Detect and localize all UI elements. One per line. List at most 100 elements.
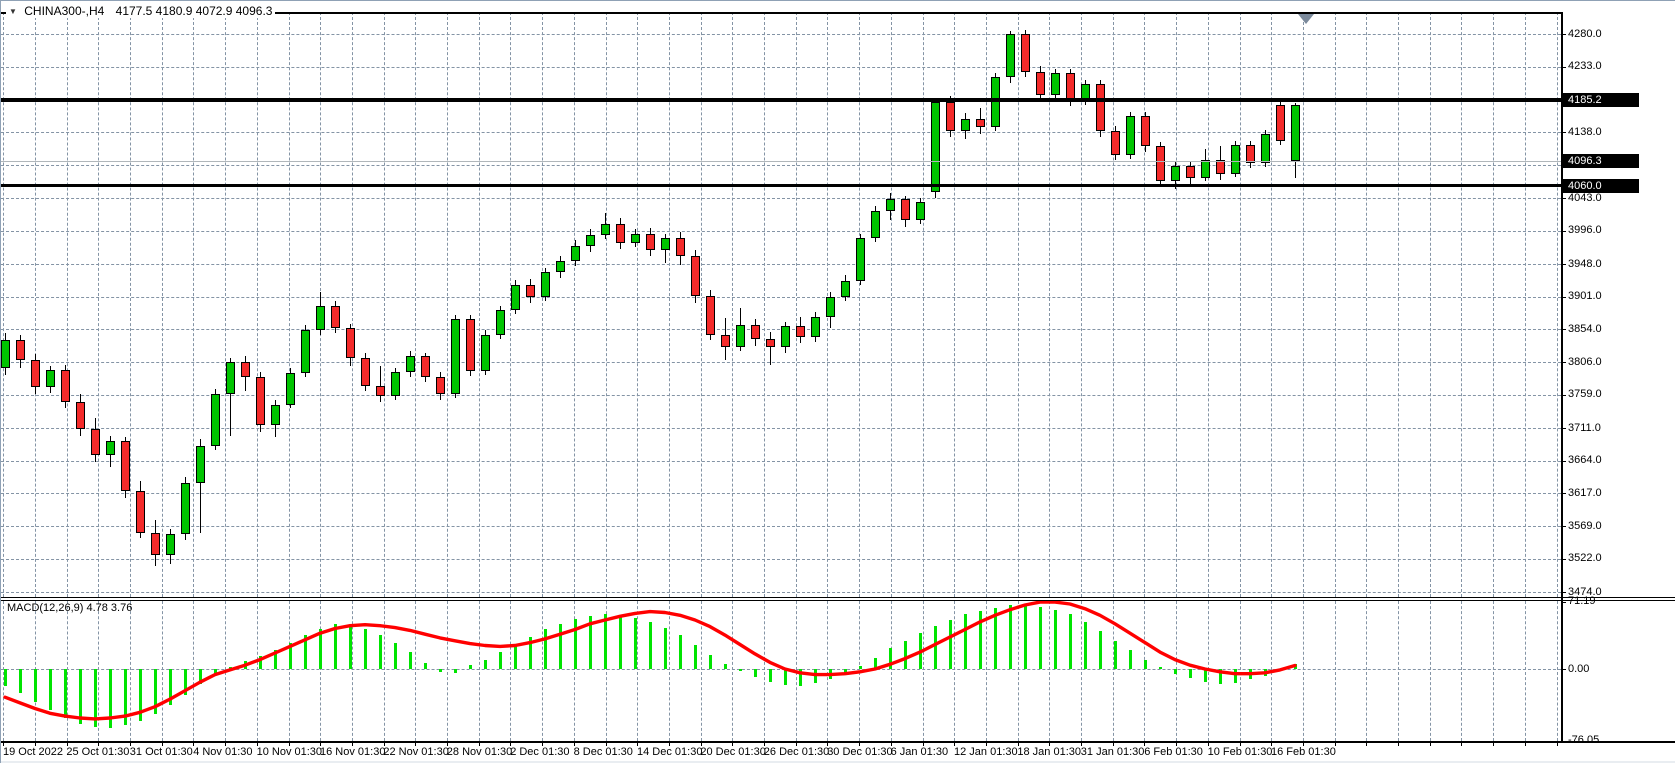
time-tick [668,742,670,746]
macd-histogram-bar [1128,650,1132,669]
macd-histogram-bar [18,669,22,694]
gridline [3,12,5,597]
price-tick [1561,526,1566,528]
candlestick [555,261,565,273]
gridline [1112,601,1114,741]
macd-histogram-bar [363,629,367,669]
gridline [1049,12,1051,597]
macd-histogram-bar [873,657,877,669]
price-tick [1561,592,1566,594]
gridline [1081,12,1082,597]
candlestick [1245,144,1255,163]
macd-histogram-bar [693,644,697,669]
candlestick [15,340,25,360]
chart-shift-marker-icon[interactable] [1298,14,1314,24]
candlestick [1200,160,1210,179]
price-tick [1561,394,1566,396]
price-tick-label: 3664.0 [1568,454,1602,467]
time-tick [1366,742,1368,746]
time-tick [637,742,639,746]
candlestick [210,394,220,447]
gridline [1,493,1561,495]
macd-histogram-bar [108,669,112,729]
current-price-line [1,161,1561,163]
time-tick [795,742,797,746]
macd-tick-label: -76.05 [1568,734,1599,746]
time-tick [732,742,734,746]
time-tick [1081,742,1082,746]
price-tick-label: 4233.0 [1568,60,1602,73]
gridline [288,601,290,741]
gridline [1271,12,1273,597]
macd-histogram-bar [33,669,37,702]
resistance-line[interactable] [1,97,1561,102]
gridline [985,601,987,741]
macd-histogram-bar [1218,669,1222,685]
time-tick [193,742,195,746]
panel-separator-bottom[interactable] [1,600,1675,601]
gridline [1,132,1561,134]
macd-histogram-bar [183,669,187,696]
gridline [1,165,1561,166]
macd-histogram-bar [1113,640,1117,669]
macd-histogram-bar [408,652,412,669]
time-tick [764,742,765,746]
candlestick [1170,165,1180,181]
macd-histogram-bar [993,607,997,669]
gridline [827,601,829,741]
gridline [1,592,1561,594]
time-tick-label: 10 Feb 01:30 [1207,746,1273,758]
macd-histogram-bar [1158,667,1162,669]
macd-histogram-bar [483,659,487,669]
candlestick [1035,71,1045,96]
macd-histogram-bar [78,669,82,724]
time-tick [1524,742,1526,746]
macd-histogram-bar [1053,609,1057,669]
time-tick [3,742,5,746]
price-tick-label: 4138.0 [1568,125,1602,138]
gridline [542,12,544,597]
support-line[interactable] [1,184,1561,188]
candlestick [150,532,160,555]
macd-histogram-bar [1098,631,1102,669]
symbol-dropdown-icon[interactable]: ▼ [9,7,17,16]
chart-title: ▼ CHINA300-,H4 4177.5 4180.9 4072.9 4096… [6,4,276,18]
candlestick [1140,115,1150,147]
time-tick-label: 4 Nov 01:30 [193,746,253,758]
gridline [764,601,765,741]
candlestick [1215,160,1225,174]
candlestick [660,237,670,251]
gridline [1,34,1561,36]
price-tick [1561,493,1566,495]
candlestick [1020,34,1030,72]
candle-wick [380,366,381,403]
candlestick [900,198,910,220]
price-tick [1561,132,1566,134]
gridline [351,601,353,741]
candlestick [90,428,100,456]
candlestick [1155,146,1165,181]
gridline [415,601,417,741]
panel-separator-top[interactable] [1,597,1675,598]
candlestick [405,356,415,372]
gridline [1429,601,1431,741]
candlestick [375,385,385,396]
macd-histogram-bar [903,640,907,669]
candlestick [600,223,610,235]
time-tick-label: 14 Dec 01:30 [637,746,703,758]
gridline [383,601,385,741]
gridline [1,394,1561,396]
time-tick-label: 12 Jan 01:30 [954,746,1018,758]
gridline [1,66,1561,68]
time-tick [1398,742,1399,746]
macd-histogram-bar [843,669,847,674]
candlestick [570,246,580,262]
candlestick [420,356,430,377]
time-axis-panel [1,742,1675,763]
time-tick [859,742,861,746]
time-tick [161,742,163,746]
gridline [1334,601,1336,741]
gridline [447,12,448,597]
gridline [66,12,68,597]
gridline [668,601,670,741]
